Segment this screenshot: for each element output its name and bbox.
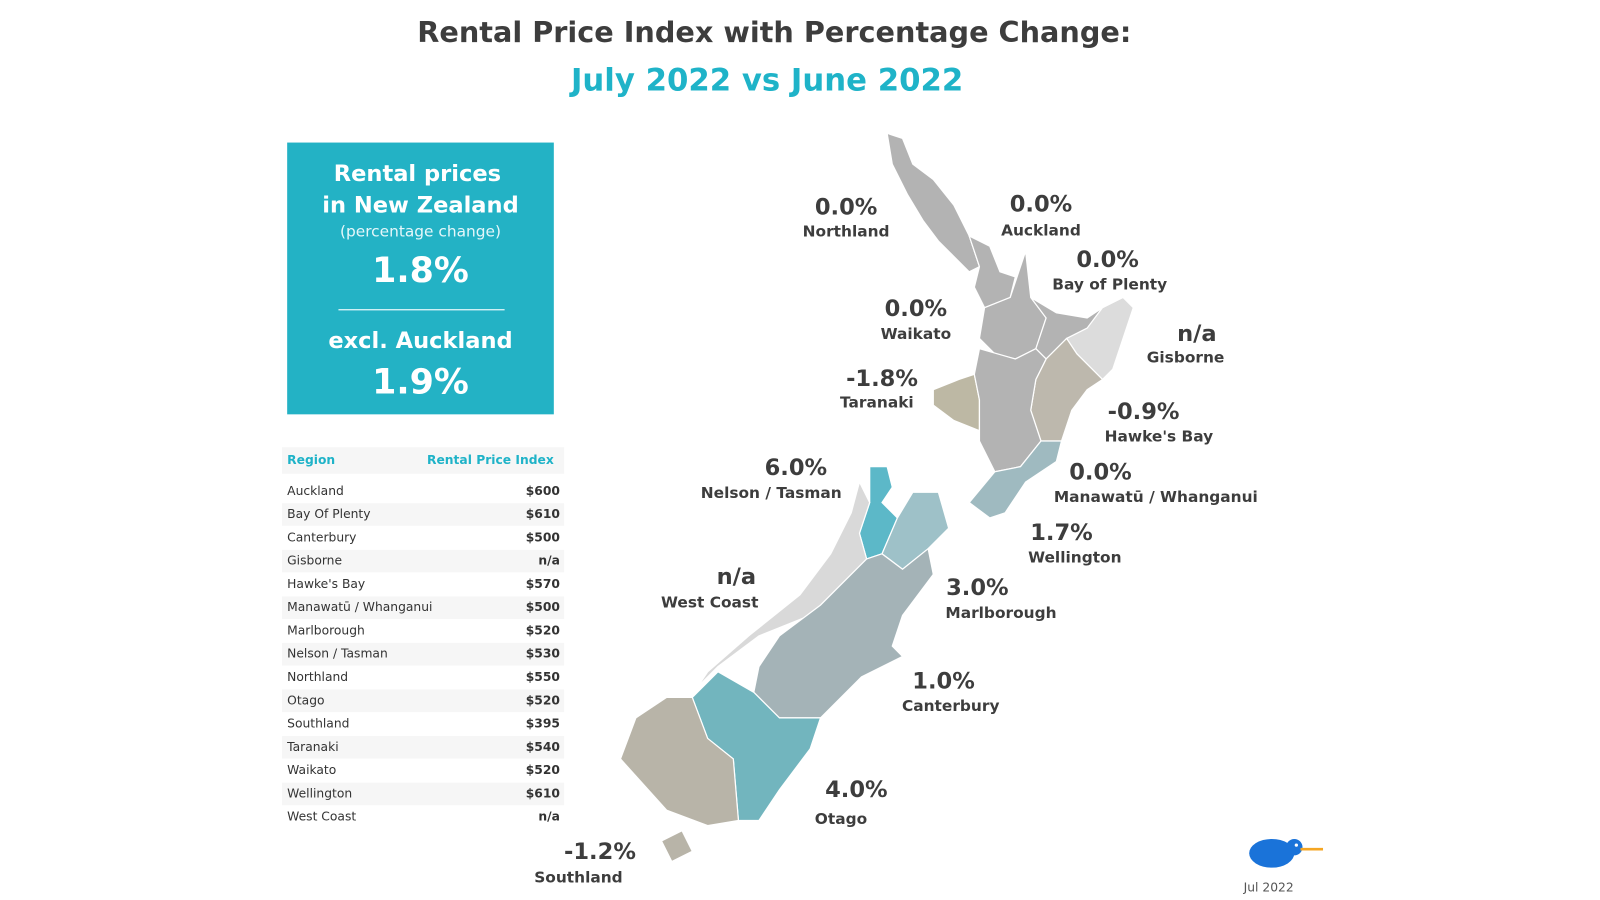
summary-excl-value: 1.9%: [372, 363, 469, 403]
region-change: -0.9%: [1108, 399, 1180, 425]
summary-heading: Rental prices: [334, 161, 501, 187]
region-name: Waikato: [881, 325, 952, 343]
region-name: Taranaki: [840, 394, 914, 412]
table-cell: $610: [526, 786, 560, 800]
region-name: Otago: [815, 810, 867, 828]
table-cell: $540: [526, 740, 560, 754]
table-cell: Bay Of Plenty: [287, 507, 370, 521]
region-change: 3.0%: [946, 575, 1009, 601]
table-cell: Gisborne: [287, 554, 342, 568]
region-name: Northland: [803, 222, 890, 240]
table-cell: $500: [526, 530, 560, 544]
region-change: n/a: [717, 564, 757, 590]
table-header-cell: Region: [287, 453, 335, 467]
subtitle: July 2022 vs June 2022: [569, 63, 963, 99]
table-cell: Taranaki: [286, 740, 338, 754]
region-auckland: [968, 234, 1017, 309]
region-name: Gisborne: [1147, 348, 1225, 366]
region-name: Bay of Plenty: [1052, 276, 1167, 294]
region-southland: [619, 696, 740, 827]
region-change: 4.0%: [825, 777, 888, 803]
region-change: 0.0%: [885, 296, 948, 322]
region-change: 1.0%: [912, 669, 975, 695]
region-change: 1.7%: [1030, 520, 1093, 546]
table-cell: $520: [526, 763, 560, 777]
region-marlborough: [881, 491, 950, 570]
date-label: Jul 2022: [1243, 881, 1294, 895]
region-name: Nelson / Tasman: [701, 484, 842, 502]
table-header: [282, 447, 565, 474]
region-name: Southland: [534, 868, 622, 886]
kiwi-logo: [1249, 838, 1324, 868]
region-name: Marlborough: [945, 604, 1056, 622]
summary-heading: in New Zealand: [322, 193, 518, 219]
region-name: West Coast: [661, 594, 758, 612]
table-row-bg: [282, 596, 565, 619]
table-row-bg: [282, 503, 565, 526]
region-name: Hawke's Bay: [1105, 427, 1214, 445]
region-change: 0.0%: [815, 195, 878, 221]
table-cell: Auckland: [287, 484, 344, 498]
table-row-bg: [282, 736, 565, 759]
table-cell: $520: [526, 693, 560, 707]
table-cell: $520: [526, 623, 560, 637]
table-cell: n/a: [538, 554, 560, 568]
region-change: -1.8%: [846, 366, 918, 392]
content: Rental Price Index with Percentage Chang…: [282, 15, 1324, 895]
table-cell: Wellington: [287, 786, 352, 800]
region-wellington: [968, 440, 1063, 519]
table-cell: Marlborough: [287, 623, 365, 637]
table-row-bg: [282, 642, 565, 666]
table-cell: $610: [526, 507, 560, 521]
region-change: 0.0%: [1076, 247, 1139, 273]
table-cell: Canterbury: [287, 530, 356, 544]
table-cell: Hawke's Bay: [287, 577, 365, 591]
table-cell: $550: [526, 670, 560, 684]
table-row-bg: [282, 689, 565, 713]
region-name: Wellington: [1028, 548, 1121, 566]
table-cell: Nelson / Tasman: [287, 647, 388, 661]
region-change: -1.2%: [564, 839, 636, 865]
table-cell: $530: [526, 647, 560, 661]
region-change: 0.0%: [1069, 459, 1132, 485]
table-header-cell: Rental Price Index: [427, 453, 554, 467]
table-cell: $600: [526, 484, 560, 498]
table-cell: Manawatū / Whanganui: [287, 600, 432, 614]
title: Rental Price Index with Percentage Chang…: [417, 15, 1131, 49]
region-gisborne: [1065, 296, 1134, 381]
table-cell: n/a: [538, 810, 560, 824]
summary-note: (percentage change): [340, 222, 501, 240]
table-cell: Otago: [287, 693, 324, 707]
region-name: Canterbury: [902, 697, 1000, 715]
table-cell: West Coast: [287, 810, 356, 824]
summary-box: [287, 142, 554, 415]
region-change: n/a: [1177, 321, 1217, 347]
table-cell: $395: [526, 717, 560, 731]
table-cell: $500: [526, 600, 560, 614]
table-row-bg: [282, 782, 565, 806]
region-name: Manawatū / Whanganui: [1054, 488, 1258, 506]
region-otago: [691, 671, 822, 822]
table-body: Auckland $600 Bay Of Plenty $610 Canterbury $…: [282, 484, 565, 824]
table-cell: $570: [526, 577, 560, 591]
region-canterbury: [753, 547, 934, 719]
summary-value: 1.8%: [372, 251, 469, 291]
summary-excl-label: excl. Auckland: [328, 328, 512, 354]
region-name: Auckland: [1001, 221, 1081, 239]
table-cell: Northland: [287, 670, 348, 684]
table-cell: Waikato: [287, 763, 336, 777]
table-row-bg: [282, 549, 565, 573]
stewart-island: [660, 829, 694, 863]
region-change: 0.0%: [1010, 192, 1073, 218]
region-change: 6.0%: [765, 455, 828, 481]
map: [619, 132, 1134, 863]
region-west-coast: [696, 480, 871, 688]
region-northland: [886, 132, 981, 273]
table-cell: Southland: [287, 717, 349, 731]
region-taranaki: [932, 373, 981, 432]
